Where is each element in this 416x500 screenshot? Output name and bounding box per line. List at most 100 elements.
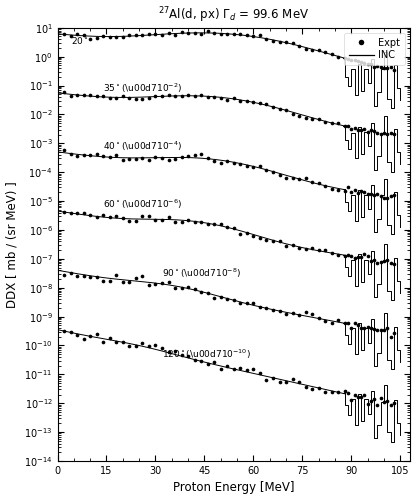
Point bbox=[368, 324, 374, 332]
Point bbox=[113, 152, 120, 160]
Point bbox=[237, 30, 244, 38]
Point bbox=[354, 321, 361, 329]
Point bbox=[185, 29, 191, 37]
Point bbox=[384, 256, 391, 264]
Point bbox=[329, 319, 335, 327]
Legend: Expt, INC: Expt, INC bbox=[344, 32, 405, 66]
Point bbox=[322, 118, 329, 126]
Point bbox=[74, 210, 80, 218]
Point bbox=[119, 92, 126, 100]
Point bbox=[67, 209, 74, 217]
Point bbox=[126, 342, 133, 350]
Point bbox=[198, 92, 205, 100]
Point bbox=[283, 174, 290, 182]
Point bbox=[289, 174, 296, 182]
Point bbox=[126, 217, 133, 225]
Point bbox=[172, 155, 178, 163]
Point bbox=[374, 128, 381, 136]
Point bbox=[354, 58, 361, 66]
Point bbox=[309, 244, 315, 252]
Point bbox=[283, 378, 290, 386]
Point bbox=[381, 128, 387, 136]
Point bbox=[152, 342, 159, 349]
Point bbox=[361, 124, 368, 132]
Point bbox=[218, 364, 224, 372]
Point bbox=[329, 185, 335, 193]
Point bbox=[178, 28, 185, 36]
Point bbox=[133, 342, 139, 349]
Point bbox=[80, 335, 87, 343]
Point bbox=[119, 338, 126, 346]
Point bbox=[218, 220, 224, 228]
Point bbox=[263, 100, 270, 108]
Point bbox=[335, 54, 342, 62]
Point bbox=[165, 91, 172, 99]
Point bbox=[391, 191, 397, 199]
Point bbox=[178, 284, 185, 292]
Point bbox=[354, 392, 361, 400]
Point bbox=[133, 31, 139, 39]
Point bbox=[374, 62, 381, 70]
Point bbox=[80, 92, 87, 100]
Point bbox=[87, 92, 94, 100]
Point bbox=[237, 96, 244, 104]
Point bbox=[296, 311, 302, 319]
Point bbox=[211, 294, 218, 302]
Point bbox=[377, 326, 384, 334]
Point bbox=[345, 122, 352, 130]
Point bbox=[371, 326, 378, 334]
Point bbox=[139, 340, 146, 347]
Point bbox=[93, 330, 100, 338]
Point bbox=[250, 32, 257, 40]
Point bbox=[230, 366, 237, 374]
Point bbox=[146, 212, 152, 220]
Point bbox=[165, 278, 172, 285]
Point bbox=[139, 32, 146, 40]
Point bbox=[384, 398, 391, 406]
Point bbox=[67, 32, 74, 40]
Point bbox=[93, 150, 100, 158]
Point bbox=[361, 188, 368, 196]
Point bbox=[172, 30, 178, 38]
Point bbox=[391, 66, 397, 74]
Point bbox=[106, 277, 113, 285]
Point bbox=[371, 395, 378, 403]
Point bbox=[198, 30, 205, 38]
Text: 35$^\circ$(\u00d710$^{-2}$): 35$^\circ$(\u00d710$^{-2}$) bbox=[103, 82, 182, 95]
Point bbox=[178, 153, 185, 161]
Text: 120$^\circ$(\u00d710$^{-10}$): 120$^\circ$(\u00d710$^{-10}$) bbox=[162, 348, 251, 361]
Point bbox=[352, 186, 358, 194]
Point bbox=[133, 274, 139, 281]
Point bbox=[364, 323, 371, 331]
Title: $^{27}$Al(d, px) $\Gamma_d$ = 99.6 MeV: $^{27}$Al(d, px) $\Gamma_d$ = 99.6 MeV bbox=[158, 6, 310, 25]
Point bbox=[276, 105, 283, 113]
Point bbox=[250, 232, 257, 240]
Point bbox=[230, 30, 237, 38]
Point bbox=[377, 63, 384, 71]
Point bbox=[172, 218, 178, 226]
Point bbox=[358, 254, 364, 262]
Point bbox=[371, 192, 378, 200]
Point bbox=[342, 252, 348, 260]
Point bbox=[106, 94, 113, 102]
Point bbox=[387, 260, 394, 268]
Point bbox=[348, 56, 355, 64]
Point bbox=[113, 94, 120, 102]
Point bbox=[315, 384, 322, 392]
Point bbox=[377, 130, 384, 138]
Point bbox=[146, 342, 152, 350]
Point bbox=[384, 130, 391, 138]
Point bbox=[152, 280, 159, 288]
Point bbox=[178, 92, 185, 100]
Point bbox=[361, 250, 368, 258]
Point bbox=[329, 50, 335, 58]
Point bbox=[237, 299, 244, 307]
Point bbox=[263, 236, 270, 244]
Point bbox=[276, 171, 283, 179]
Point bbox=[61, 30, 67, 38]
Point bbox=[342, 122, 348, 130]
Point bbox=[113, 338, 120, 346]
Point bbox=[296, 42, 302, 50]
Point bbox=[352, 56, 358, 64]
Point bbox=[74, 152, 80, 160]
